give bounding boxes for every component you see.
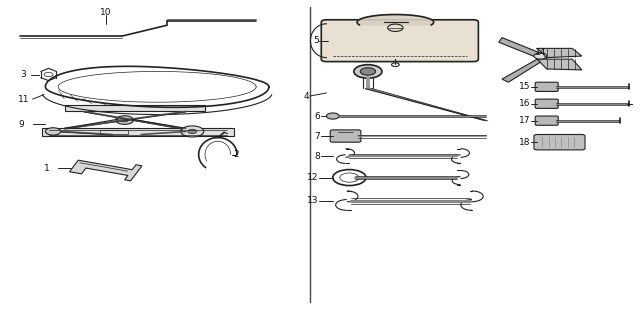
Circle shape <box>121 118 129 122</box>
Text: 17: 17 <box>519 116 531 125</box>
Text: 8: 8 <box>314 151 320 161</box>
Circle shape <box>534 53 547 59</box>
Text: 5: 5 <box>313 36 319 45</box>
Text: 15: 15 <box>519 82 531 91</box>
FancyBboxPatch shape <box>65 105 205 112</box>
Polygon shape <box>499 38 540 57</box>
Circle shape <box>116 116 134 124</box>
Text: 3: 3 <box>20 70 26 79</box>
Text: 16: 16 <box>519 99 531 108</box>
FancyBboxPatch shape <box>330 130 361 142</box>
Circle shape <box>326 113 339 119</box>
Text: 7: 7 <box>314 132 320 141</box>
FancyBboxPatch shape <box>535 82 558 91</box>
Polygon shape <box>537 59 582 70</box>
Circle shape <box>180 126 204 137</box>
FancyBboxPatch shape <box>42 128 234 136</box>
FancyBboxPatch shape <box>534 134 585 150</box>
Polygon shape <box>537 49 582 57</box>
Text: 4: 4 <box>303 91 309 100</box>
FancyBboxPatch shape <box>535 99 558 108</box>
Circle shape <box>45 128 61 135</box>
Text: 2: 2 <box>234 150 239 159</box>
Text: 6: 6 <box>314 112 320 121</box>
Circle shape <box>360 68 376 75</box>
Text: 1: 1 <box>44 164 50 173</box>
FancyBboxPatch shape <box>321 20 478 61</box>
Circle shape <box>188 129 196 133</box>
Polygon shape <box>502 59 540 82</box>
Text: 13: 13 <box>307 196 319 205</box>
Text: 14: 14 <box>534 49 546 57</box>
Polygon shape <box>357 15 434 25</box>
Text: 12: 12 <box>307 173 319 182</box>
Polygon shape <box>70 160 142 181</box>
Text: 18: 18 <box>519 138 531 147</box>
Text: 10: 10 <box>100 9 111 18</box>
Text: 9: 9 <box>18 120 24 129</box>
FancyBboxPatch shape <box>535 116 558 125</box>
Circle shape <box>354 65 382 78</box>
Text: 11: 11 <box>18 95 29 104</box>
